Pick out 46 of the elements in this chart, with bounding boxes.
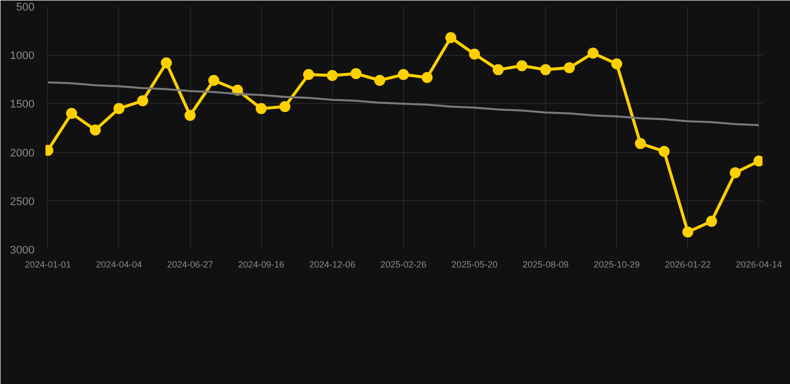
point: [160, 57, 172, 68]
point: [303, 69, 314, 80]
y-tick-label: 500: [16, 2, 35, 14]
x-tick-label: 2024-06-27: [167, 260, 214, 270]
point: [350, 68, 362, 80]
point: [256, 103, 267, 114]
point: [374, 74, 386, 86]
point: [90, 124, 101, 136]
x-tick-label: 2024-09-16: [238, 260, 284, 270]
y-tick-label: 1500: [10, 98, 35, 111]
y-tick-label: 1000: [10, 50, 35, 62]
point: [730, 167, 741, 178]
point: [445, 32, 456, 44]
point: [137, 95, 148, 106]
point: [398, 69, 409, 80]
x-tick-label: 2025-08-09: [522, 260, 569, 270]
x-tick-label: 2026-04-14: [736, 260, 782, 270]
point: [658, 146, 670, 157]
point: [516, 60, 528, 72]
x-tick-label: 2025-05-20: [451, 260, 498, 270]
point: [492, 64, 504, 76]
point: [113, 103, 124, 114]
line-series: [46, 81, 760, 126]
x-tick-label: 2024-12-06: [309, 260, 356, 270]
point: [540, 64, 552, 76]
point: [564, 62, 575, 74]
point: [588, 48, 599, 59]
point: [611, 58, 622, 70]
x-tick-label: 2025-10-29: [594, 260, 640, 270]
y-tick-label: 2000: [10, 147, 35, 160]
x-tick-label: 2026-01-22: [664, 260, 711, 270]
x-tick-label: 2025-02-26: [380, 260, 426, 270]
point: [184, 110, 196, 121]
point: [326, 70, 338, 81]
point: [279, 101, 290, 112]
point: [682, 226, 694, 238]
point: [469, 48, 480, 60]
point: [208, 74, 220, 86]
y-tick-label: 3000: [10, 244, 35, 256]
x-tick-label: 2024-01-01: [24, 260, 71, 270]
y-tick-label: 2500: [10, 196, 35, 208]
point: [706, 216, 718, 227]
x-tick-label: 2024-04-04: [96, 260, 142, 270]
point: [66, 108, 78, 119]
point: [422, 72, 433, 83]
point: [634, 138, 646, 150]
